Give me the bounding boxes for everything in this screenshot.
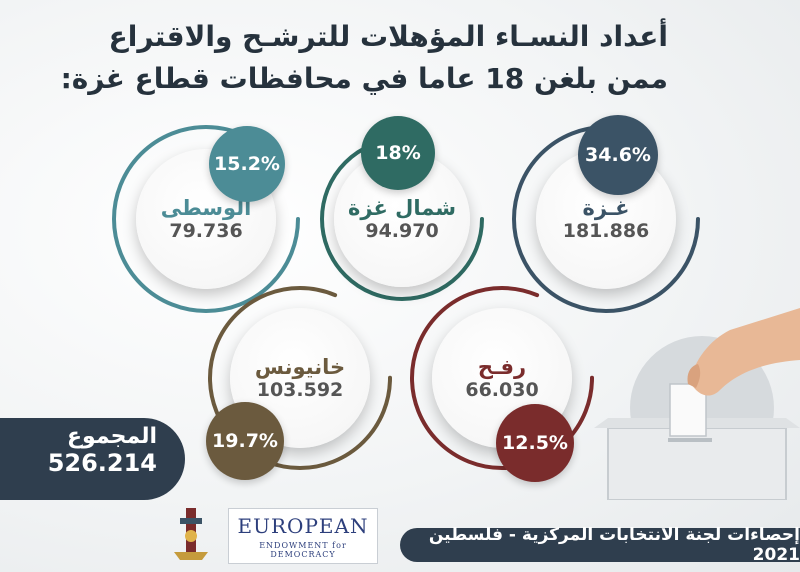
governorate-value: 79.736 [169,219,243,242]
total-box: المجموع 526.214 [0,418,185,500]
governorate-value: 66.030 [465,378,539,401]
title-line-2: ممن بلغن 18 عاما في محافظات قطاع غزة: [60,62,668,95]
title-line-1: أعداد النسـاء المؤهلات للترشـح والاقتراع [108,20,668,53]
governorate-value: 103.592 [256,378,344,401]
percent-badge-north-gaza: 18% [361,116,435,190]
total-label: المجموع [67,424,157,449]
percent-badge-gaza: 34.6% [578,115,658,195]
cec-emblem-logo [174,508,208,560]
ballot-box-icon [594,308,800,500]
governorate-value: 181.886 [562,219,650,242]
total-value: 526.214 [47,449,157,477]
footer-text: إحصاءات لجنة الانتخابات المركزية - فلسطي… [428,525,800,565]
eed-logo: EUROPEAN ENDOWMENT for DEMOCRACY [228,508,378,564]
logo-sub-text: ENDOWMENT for DEMOCRACY [259,541,347,559]
governorate-name: خانيونس [254,354,346,379]
governorate-value: 94.970 [365,219,439,242]
logo-main-text: EUROPEAN [237,514,369,538]
governorate-name: غـزة [582,195,630,220]
percent-badge-rafah: 12.5% [496,404,574,482]
percent-badge-khanyounis: 19.7% [206,402,284,480]
governorate-name: رفـح [477,354,527,379]
percent-badge-middle: 15.2% [209,126,285,202]
governorate-name: شمال غزة [348,195,456,220]
footer-bar: إحصاءات لجنة الانتخابات المركزية - فلسطي… [400,525,800,565]
